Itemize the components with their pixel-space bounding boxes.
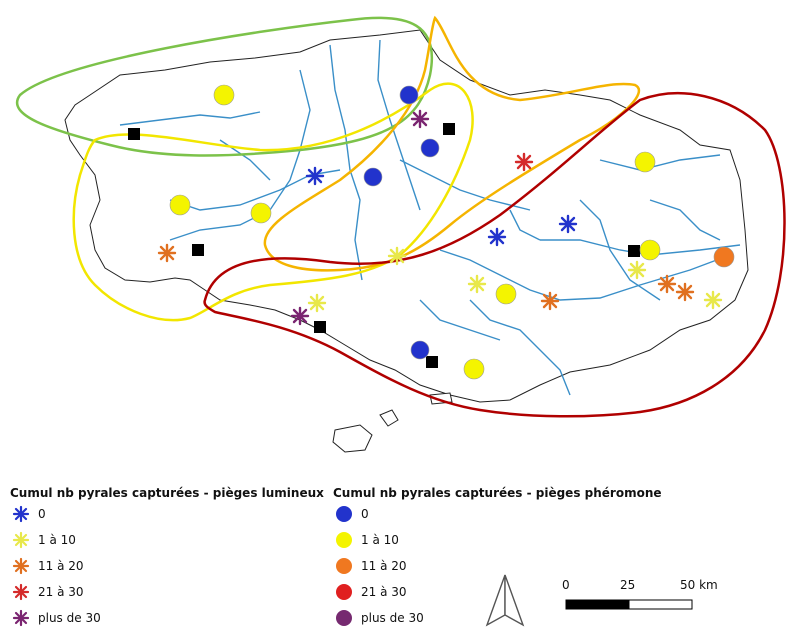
- zone-north-envelope: [16, 16, 434, 157]
- legend-pheromone-title: Cumul nb pyrales capturées - pièges phér…: [333, 486, 662, 500]
- legend-label: 1 à 10: [361, 533, 399, 547]
- circle-icon: [333, 557, 355, 575]
- asterisk-icon: [10, 609, 32, 627]
- zone-south-envelope: [203, 92, 786, 418]
- town-marker: [192, 244, 204, 256]
- legend-pheromone-item: plus de 30: [333, 609, 424, 627]
- asterisk-icon: [10, 531, 32, 549]
- light-station-1-10: [467, 274, 487, 294]
- light-station-21-30: [514, 152, 534, 172]
- legend-label: plus de 30: [361, 611, 424, 625]
- legend-pheromone-item: 21 à 30: [333, 583, 407, 601]
- legend-label: 1 à 10: [38, 533, 76, 547]
- town-marker: [128, 128, 140, 140]
- light-station-0: [558, 214, 578, 234]
- region-outline: [64, 29, 749, 403]
- legend-pheromone-item: 11 à 20: [333, 557, 407, 575]
- legend-label: 11 à 20: [38, 559, 84, 573]
- pheromone-station-1-10: [169, 194, 191, 216]
- pheromone-station-1-10: [463, 358, 485, 380]
- light-station-plus-30: [290, 306, 310, 326]
- legend-label: 21 à 30: [361, 585, 407, 599]
- pheromone-stations: [169, 84, 735, 380]
- island: [332, 424, 373, 453]
- rivers: [119, 39, 741, 396]
- asterisk-icon: [10, 557, 32, 575]
- light-station-11-20: [675, 282, 695, 302]
- light-station-11-20: [540, 291, 560, 311]
- town-marker: [426, 356, 438, 368]
- legend-label: plus de 30: [38, 611, 101, 625]
- legend-label: 21 à 30: [38, 585, 84, 599]
- circle-icon: [333, 505, 355, 523]
- legend-light-item: 1 à 10: [10, 531, 76, 549]
- legend-pheromone-item: 1 à 10: [333, 531, 399, 549]
- town-marker: [314, 321, 326, 333]
- town-marker: [628, 245, 640, 257]
- legend-label: 0: [361, 507, 369, 521]
- scale-bar: [565, 599, 693, 610]
- zone-center-envelope: [263, 15, 641, 272]
- scale-label-0: 0: [562, 578, 570, 592]
- pheromone-station-1-10: [495, 283, 517, 305]
- legend-light-title: Cumul nb pyrales capturées - pièges lumi…: [10, 486, 324, 500]
- pheromone-station-1-10: [634, 151, 656, 173]
- light-station-1-10: [387, 246, 407, 266]
- pheromone-station-11-20: [713, 246, 735, 268]
- town-markers: [128, 123, 640, 368]
- light-station-0: [305, 166, 325, 186]
- pheromone-station-0: [420, 138, 440, 158]
- pheromone-station-0: [363, 167, 383, 187]
- pheromone-station-0: [410, 340, 430, 360]
- light-station-1-10: [627, 260, 647, 280]
- asterisk-icon: [10, 505, 32, 523]
- pheromone-station-1-10: [213, 84, 235, 106]
- island: [379, 409, 399, 427]
- town-marker: [443, 123, 455, 135]
- circle-icon: [333, 609, 355, 627]
- asterisk-icon: [10, 583, 32, 601]
- light-station-0: [487, 227, 507, 247]
- light-station-plus-30: [410, 109, 430, 129]
- light-stations: [157, 109, 723, 326]
- legend-light-item: 21 à 30: [10, 583, 84, 601]
- legend-pheromone-item: 0: [333, 505, 369, 523]
- light-station-11-20: [157, 243, 177, 263]
- north-arrow-icon: [485, 574, 525, 627]
- circle-icon: [333, 531, 355, 549]
- circle-icon: [333, 583, 355, 601]
- legend-light-item: 0: [10, 505, 46, 523]
- light-station-1-10: [703, 290, 723, 310]
- legend-label: 0: [38, 507, 46, 521]
- pheromone-station-1-10: [639, 239, 661, 261]
- pheromone-station-0: [399, 85, 419, 105]
- legend-label: 11 à 20: [361, 559, 407, 573]
- legend-light-item: 11 à 20: [10, 557, 84, 575]
- light-station-1-10: [307, 293, 327, 313]
- light-station-11-20: [657, 274, 677, 294]
- scale-label-25: 25: [620, 578, 636, 592]
- legend-light-item: plus de 30: [10, 609, 101, 627]
- scale-label-50: 50 km: [680, 578, 718, 592]
- pheromone-station-1-10: [250, 202, 272, 224]
